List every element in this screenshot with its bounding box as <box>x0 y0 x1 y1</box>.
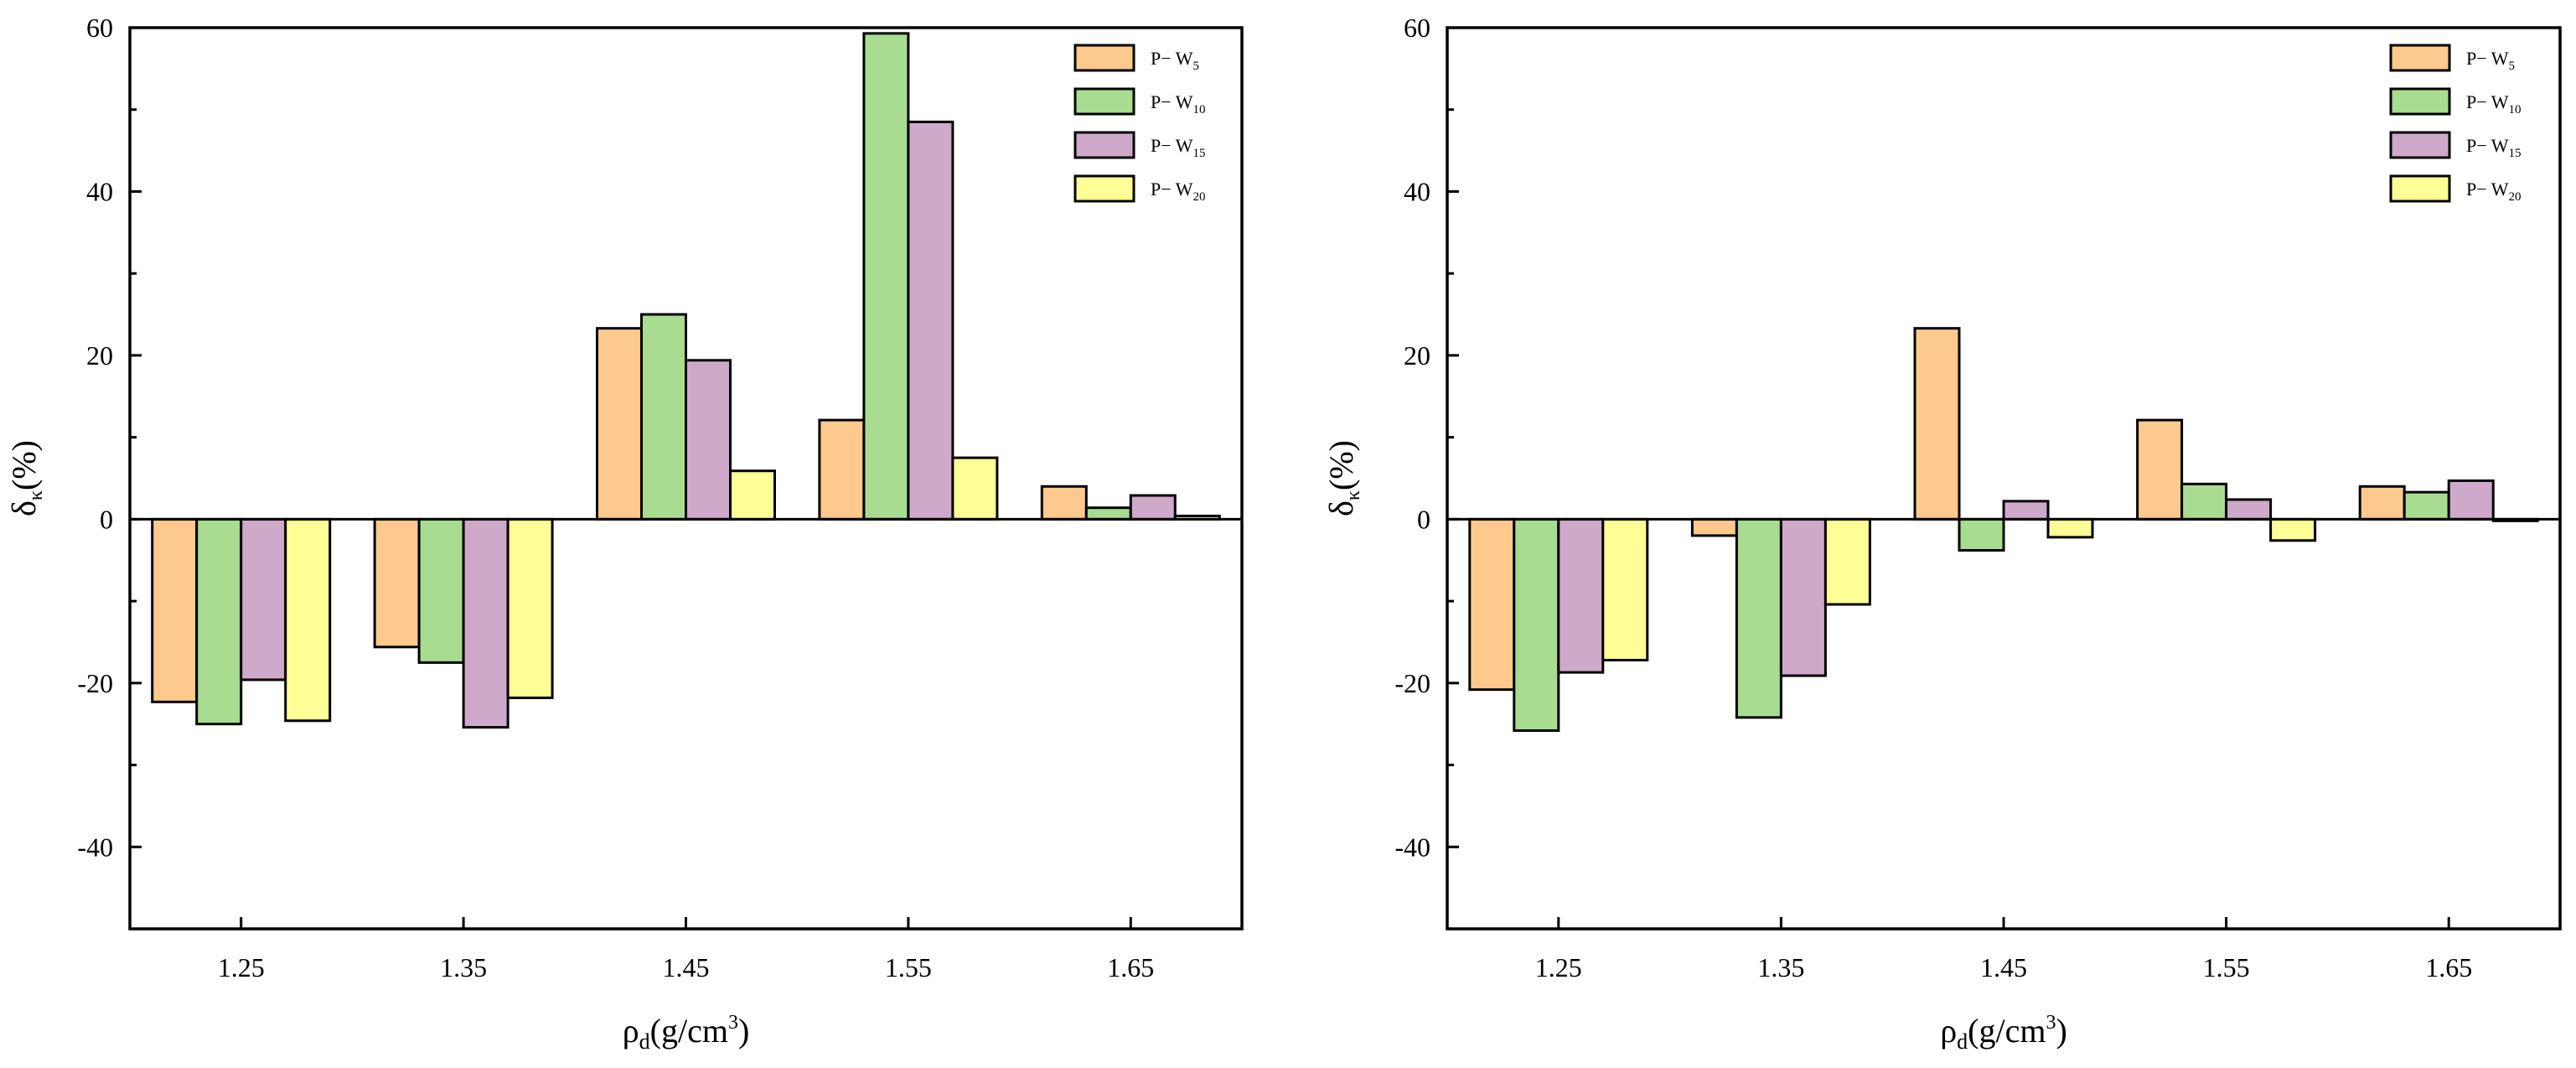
bar-p-w20-1.55 <box>951 456 999 521</box>
legend-swatch-p-w10 <box>2389 87 2451 116</box>
x-tick-label: 1.35 <box>440 952 487 982</box>
bar-p-w5-1.45 <box>1913 327 1961 521</box>
legend-label-p-w15: P− W15 <box>2466 135 2522 160</box>
bar-p-w10-1.45 <box>1958 517 2005 552</box>
x-tick-label: 1.25 <box>1535 952 1582 982</box>
bar-p-w15-1.25 <box>1557 517 1605 674</box>
bar-p-w15-1.55 <box>2225 498 2273 521</box>
y-tick-label: 0 <box>100 504 113 534</box>
chart-left: -40 -20 0 20 40 60 1.25 1.35 1.45 1.55 1.65 ρd(g/cm… <box>5 13 1244 1054</box>
x-tick-label: 1.45 <box>1980 952 2027 982</box>
y-axis-label: δκ(%) <box>1322 440 1364 516</box>
y-tick-label: 60 <box>1404 13 1430 43</box>
x-tick-label: 1.65 <box>2425 952 2472 982</box>
bar-p-w10-1.55 <box>862 32 910 521</box>
bar-p-w10-1.55 <box>2180 482 2228 521</box>
x-tick-label: 1.65 <box>1107 952 1154 982</box>
legend-swatch-p-w10 <box>1073 87 1135 116</box>
bar-p-w15-1.55 <box>907 120 954 521</box>
y-tick-label: -40 <box>1394 832 1430 862</box>
bar-p-w20-1.35 <box>1823 517 1871 606</box>
bar-p-w15-1.35 <box>462 517 510 729</box>
bar-p-w5-1.65 <box>1040 485 1088 521</box>
legend-swatch-p-w5 <box>1073 44 1135 72</box>
bar-p-w5-1.45 <box>596 327 643 521</box>
y-tick-label: -40 <box>77 832 113 862</box>
bar-p-w10-1.35 <box>1735 517 1782 719</box>
y-axis-label: δκ(%) <box>5 440 47 516</box>
bar-p-w10-1.25 <box>195 517 243 726</box>
bar-p-w20-1.55 <box>2269 517 2317 542</box>
legend-swatch-p-w5 <box>2389 44 2451 72</box>
bar-p-w5-1.25 <box>151 517 199 703</box>
x-tick-label: 1.25 <box>218 952 265 982</box>
y-tick-label: 20 <box>86 340 113 371</box>
bar-p-w5-1.35 <box>1690 517 1738 537</box>
legend-label-p-w20: P− W20 <box>2466 179 2522 204</box>
bar-p-w15-1.65 <box>1129 494 1177 521</box>
legend-label-p-w10: P− W10 <box>1151 91 1206 117</box>
y-tick-label: 60 <box>86 13 113 43</box>
bar-p-w10-1.65 <box>1084 506 1132 521</box>
x-tick-label: 1.45 <box>663 952 710 982</box>
x-tick-label: 1.55 <box>885 952 932 982</box>
legend-swatch-p-w20 <box>2389 174 2451 203</box>
legend-label-p-w15: P− W15 <box>1151 135 1206 160</box>
y-tick-label: 40 <box>86 176 113 206</box>
bar-p-w10-1.35 <box>417 517 465 664</box>
bar-p-w20-1.25 <box>284 517 332 723</box>
y-tick-label: -20 <box>1394 668 1430 698</box>
bar-p-w20-1.45 <box>729 469 776 521</box>
bar-p-w10-1.65 <box>2403 490 2450 521</box>
y-tick-label: -20 <box>77 668 113 698</box>
bar-p-w5-1.35 <box>373 517 421 649</box>
bar-p-w20-1.25 <box>1601 517 1649 661</box>
legend-label-p-w20: P− W20 <box>1151 179 1206 204</box>
y-tick-label: 20 <box>1404 340 1430 371</box>
bar-p-w20-1.35 <box>506 517 554 699</box>
x-axis-label: ρd(g/cm3) <box>623 1012 750 1054</box>
legend-swatch-p-w15 <box>2389 131 2451 159</box>
bar-p-w10-1.25 <box>1513 517 1560 733</box>
bar-p-w5-1.55 <box>2136 418 2184 521</box>
legend-label-p-w5: P− W5 <box>2466 48 2515 73</box>
legend-label-p-w5: P− W5 <box>1151 48 1199 73</box>
chart-right: -40 -20 0 20 40 60 1.25 1.35 1.45 1.55 1.65 ρd(g/cm… <box>1322 13 2562 1054</box>
legend-label-p-w10: P− W10 <box>2466 91 2522 117</box>
legend-swatch-p-w20 <box>1073 174 1135 203</box>
x-tick-label: 1.35 <box>1757 952 1804 982</box>
y-tick-label: 40 <box>1404 176 1430 206</box>
bar-p-w15-1.45 <box>685 359 732 521</box>
bar-p-w15-1.25 <box>240 517 287 682</box>
bar-p-w15-1.65 <box>2447 479 2495 521</box>
bar-p-w15-1.35 <box>1779 517 1827 677</box>
plot-frame <box>1446 26 2562 931</box>
bar-p-w10-1.45 <box>640 313 687 521</box>
y-tick-label: 0 <box>1417 504 1430 534</box>
x-axis-label: ρd(g/cm3) <box>1940 1012 2067 1054</box>
bar-p-w5-1.55 <box>818 418 866 521</box>
legend-swatch-p-w15 <box>1073 131 1135 159</box>
bar-p-w15-1.45 <box>2002 500 2050 521</box>
bar-p-w20-1.45 <box>2046 517 2094 539</box>
bar-p-w5-1.65 <box>2358 485 2406 521</box>
x-tick-label: 1.55 <box>2203 952 2250 982</box>
bar-p-w5-1.25 <box>1468 517 1516 692</box>
